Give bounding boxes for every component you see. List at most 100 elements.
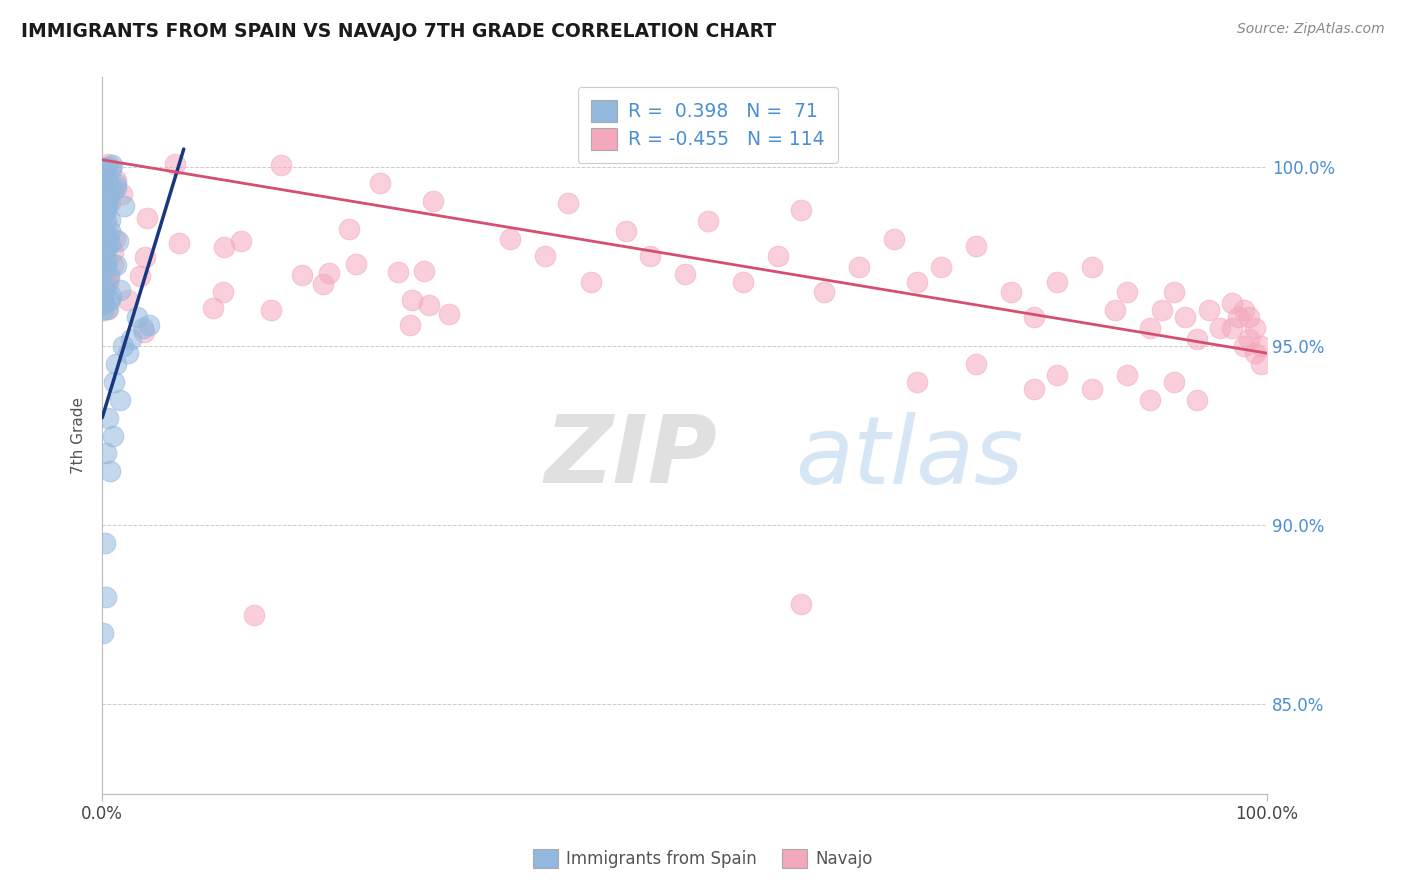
- Point: [1220, 296, 1243, 310]
- Point: [98, 235, 121, 250]
- Point: [1152, 303, 1174, 318]
- Point: [108, 392, 131, 407]
- Point: [848, 260, 870, 275]
- Point: [93, 239, 115, 253]
- Point: [94, 204, 117, 219]
- Point: [165, 157, 187, 171]
- Point: [105, 181, 128, 195]
- Point: [96, 254, 118, 268]
- Point: [94, 179, 117, 194]
- Y-axis label: 7th Grade: 7th Grade: [72, 397, 86, 474]
- Point: [1185, 332, 1208, 346]
- Point: [1104, 303, 1126, 318]
- Point: [1139, 392, 1161, 407]
- Point: [98, 224, 121, 238]
- Point: [97, 195, 120, 210]
- Point: [94, 202, 117, 216]
- Point: [1232, 339, 1254, 353]
- Legend: R =  0.398   N =  71, R = -0.455   N = 114: R = 0.398 N = 71, R = -0.455 N = 114: [578, 87, 838, 163]
- Point: [557, 195, 579, 210]
- Point: [93, 257, 115, 271]
- Point: [105, 258, 128, 272]
- Point: [103, 232, 125, 246]
- Point: [312, 277, 335, 291]
- Point: [387, 264, 409, 278]
- Point: [96, 230, 118, 244]
- Point: [97, 186, 120, 201]
- Point: [101, 183, 124, 197]
- Text: IMMIGRANTS FROM SPAIN VS NAVAJO 7TH GRADE CORRELATION CHART: IMMIGRANTS FROM SPAIN VS NAVAJO 7TH GRAD…: [21, 22, 776, 41]
- Point: [581, 275, 603, 289]
- Point: [260, 303, 283, 318]
- Point: [98, 464, 121, 478]
- Point: [94, 446, 117, 460]
- Point: [1239, 332, 1261, 346]
- Point: [401, 293, 423, 308]
- Point: [94, 590, 117, 604]
- Point: [97, 189, 120, 203]
- Point: [96, 214, 118, 228]
- Text: ZIP: ZIP: [544, 411, 717, 503]
- Point: [211, 285, 233, 299]
- Point: [790, 597, 813, 611]
- Point: [907, 375, 929, 389]
- Point: [1244, 321, 1267, 335]
- Text: atlas: atlas: [796, 411, 1024, 502]
- Point: [231, 234, 253, 248]
- Point: [93, 536, 115, 550]
- Point: [439, 308, 461, 322]
- Point: [96, 302, 118, 317]
- Point: [96, 276, 118, 290]
- Point: [94, 281, 117, 295]
- Point: [91, 192, 114, 206]
- Point: [94, 257, 117, 271]
- Point: [1116, 368, 1139, 382]
- Point: [766, 250, 789, 264]
- Point: [98, 293, 121, 307]
- Point: [93, 225, 115, 239]
- Point: [91, 278, 114, 293]
- Point: [533, 250, 555, 264]
- Point: [1022, 382, 1045, 396]
- Point: [1081, 260, 1104, 275]
- Point: [94, 194, 117, 208]
- Point: [1250, 339, 1272, 353]
- Point: [93, 284, 115, 298]
- Point: [1116, 285, 1139, 300]
- Point: [103, 244, 125, 259]
- Point: [1046, 368, 1069, 382]
- Point: [96, 171, 118, 186]
- Point: [929, 260, 952, 275]
- Point: [104, 173, 127, 187]
- Point: [1163, 285, 1185, 300]
- Point: [91, 303, 114, 318]
- Point: [97, 271, 120, 285]
- Point: [91, 176, 114, 190]
- Point: [614, 224, 637, 238]
- Point: [93, 297, 115, 311]
- Point: [94, 196, 117, 211]
- Point: [638, 250, 661, 264]
- Point: [135, 211, 157, 225]
- Point: [96, 201, 118, 215]
- Point: [1081, 382, 1104, 396]
- Point: [1185, 392, 1208, 407]
- Point: [1220, 321, 1243, 335]
- Point: [94, 183, 117, 197]
- Point: [202, 301, 225, 315]
- Point: [127, 310, 149, 325]
- Point: [93, 252, 115, 266]
- Point: [94, 240, 117, 254]
- Point: [129, 269, 152, 284]
- Point: [965, 357, 987, 371]
- Point: [91, 295, 114, 310]
- Point: [1198, 303, 1220, 318]
- Point: [790, 202, 813, 217]
- Point: [97, 410, 120, 425]
- Point: [965, 239, 987, 253]
- Point: [813, 285, 835, 300]
- Point: [673, 268, 696, 282]
- Point: [499, 231, 522, 245]
- Point: [97, 157, 120, 171]
- Point: [98, 213, 121, 227]
